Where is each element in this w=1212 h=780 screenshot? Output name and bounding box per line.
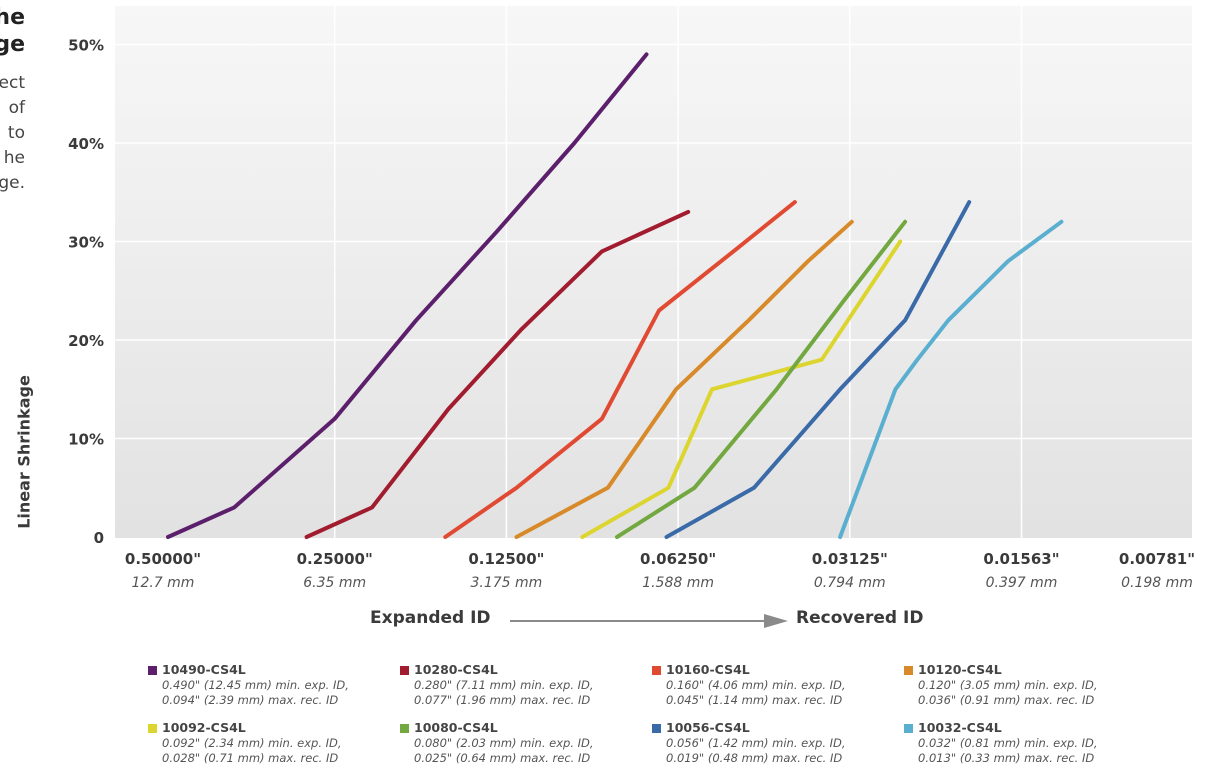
legend-desc-line2: 0.094" (2.39 mm) max. rec. ID: [162, 693, 339, 707]
legend-swatch: [148, 724, 157, 733]
side-title-line: ge: [0, 32, 25, 57]
x-axis-direction: Expanded ID Recovered ID: [0, 600, 1212, 640]
side-body-line: he: [3, 148, 25, 168]
legend-desc-line2: 0.077" (1.96 mm) max. rec. ID: [414, 693, 591, 707]
legend-name: 10490-CS4L: [162, 662, 246, 677]
direction-arrow-line: [510, 620, 770, 622]
legend-desc-line2: 0.013" (0.33 mm) max. rec. ID: [918, 751, 1095, 765]
x-tick-mm-label: 0.397 mm: [986, 575, 1058, 591]
x-tick-mm-label: 1.588 mm: [642, 575, 714, 591]
legend-name: 10120-CS4L: [918, 662, 1002, 677]
recovered-id-label: Recovered ID: [796, 608, 924, 628]
y-tick-label: 10%: [68, 431, 104, 449]
legend-swatch: [400, 666, 409, 675]
legend-name: 10056-CS4L: [666, 720, 750, 735]
legend-desc-line1: 0.080" (2.03 mm) min. exp. ID,: [414, 736, 594, 750]
direction-arrow-head: [764, 614, 788, 628]
plot-background: [115, 6, 1192, 538]
series-line-10080-CS4L: [615, 219, 908, 539]
y-tick-label: 50%: [68, 37, 104, 55]
y-tick-label: 40%: [68, 135, 104, 153]
x-tick-mm-label: 0.794 mm: [814, 575, 886, 591]
legend-desc-line1: 0.120" (3.05 mm) min. exp. ID,: [918, 678, 1098, 692]
x-tick-label: 0.25000": [297, 550, 373, 568]
y-tick-labels: 0 10% 20% 30% 40% 50%: [68, 37, 104, 548]
legend-desc-line1: 0.490" (12.45 mm) min. exp. ID,: [162, 678, 349, 692]
x-tick-label: 0.00781": [1119, 550, 1195, 568]
legend-swatch: [400, 724, 409, 733]
y-tick-label: 0: [94, 529, 104, 547]
y-tick-label: 20%: [68, 332, 104, 350]
series-line-10160-CS4L: [443, 200, 797, 539]
series-line-10490-CS4L: [166, 52, 649, 539]
x-tick-label: 0.06250": [640, 550, 716, 568]
legend-name: 10160-CS4L: [666, 662, 750, 677]
legend-desc-line2: 0.045" (1.14 mm) max. rec. ID: [666, 693, 843, 707]
x-tick-label: 0.03125": [812, 550, 888, 568]
series-line-10056-CS4L: [664, 200, 972, 539]
shrinkage-chart: 0 10% 20% 30% 40% 50% 0.50000" 12.7 mm 0.25000"…: [68, 6, 1195, 591]
side-body-line: to: [7, 123, 25, 143]
legend-name: 10280-CS4L: [414, 662, 498, 677]
x-tick-label: 0.12500": [468, 550, 544, 568]
side-caption-title: he ge: [0, 4, 25, 58]
legend-name: 10092-CS4L: [162, 720, 246, 735]
x-tick-labels: 0.50000" 12.7 mm 0.25000" 6.35 mm 0.12500" 3.…: [125, 550, 1195, 591]
x-tick-mm-label: 6.35 mm: [303, 575, 366, 591]
legend-desc-line1: 0.032" (0.81 mm) min. exp. ID,: [918, 736, 1098, 750]
series-lines: [166, 52, 1064, 539]
legend-swatch: [148, 666, 157, 675]
legend-desc-line1: 0.280" (7.11 mm) min. exp. ID,: [414, 678, 594, 692]
side-caption-body: ect of to he ge.: [0, 71, 25, 196]
legend-desc-line1: 0.056" (1.42 mm) min. exp. ID,: [666, 736, 846, 750]
x-tick-mm-label: 0.198 mm: [1121, 575, 1193, 591]
legend-desc-line2: 0.036" (0.91 mm) max. rec. ID: [918, 693, 1095, 707]
side-body-line: ect: [0, 73, 25, 93]
legend-name: 10032-CS4L: [918, 720, 1002, 735]
series-line-10120-CS4L: [514, 219, 854, 539]
x-tick-label: 0.50000": [125, 550, 201, 568]
legend-desc-line2: 0.019" (0.48 mm) max. rec. ID: [666, 751, 843, 765]
legend-desc-line1: 0.160" (4.06 mm) min. exp. ID,: [666, 678, 846, 692]
series-line-10092-CS4L: [580, 239, 903, 539]
side-body-line: ge.: [0, 173, 25, 193]
series-line-10280-CS4L: [304, 209, 691, 539]
legend-desc-line1: 0.092" (2.34 mm) min. exp. ID,: [162, 736, 342, 750]
series-line-10032-CS4L: [838, 219, 1064, 539]
grid-lines: [115, 6, 1192, 538]
legend-swatch: [652, 724, 661, 733]
side-caption: he ge ect of to he ge.: [0, 4, 25, 196]
legend-name: 10080-CS4L: [414, 720, 498, 735]
expanded-id-label: Expanded ID: [370, 608, 491, 628]
legend-swatch: [904, 666, 913, 675]
y-tick-label: 30%: [68, 234, 104, 252]
x-tick-mm-label: 12.7 mm: [132, 575, 195, 591]
side-body-line: of: [8, 98, 25, 118]
x-tick-label: 0.01563": [983, 550, 1059, 568]
legend-desc-line2: 0.028" (0.71 mm) max. rec. ID: [162, 751, 339, 765]
legend-swatch: [904, 724, 913, 733]
x-tick-mm-label: 3.175 mm: [470, 575, 542, 591]
side-title-line: he: [0, 5, 25, 30]
legend-swatch: [652, 666, 661, 675]
legend-desc-line2: 0.025" (0.64 mm) max. rec. ID: [414, 751, 591, 765]
